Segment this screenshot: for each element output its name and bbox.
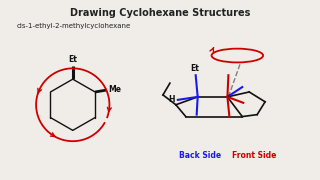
Text: H: H [168,95,175,104]
Text: Me: Me [108,85,121,94]
Text: Front Side: Front Side [232,151,276,160]
Text: Back Side: Back Side [179,151,221,160]
Text: Et: Et [190,64,199,73]
Text: cis-1-ethyl-2-methylcyclohexane: cis-1-ethyl-2-methylcyclohexane [16,23,131,29]
Text: Et: Et [68,55,77,64]
Text: Drawing Cyclohexane Structures: Drawing Cyclohexane Structures [70,8,250,18]
